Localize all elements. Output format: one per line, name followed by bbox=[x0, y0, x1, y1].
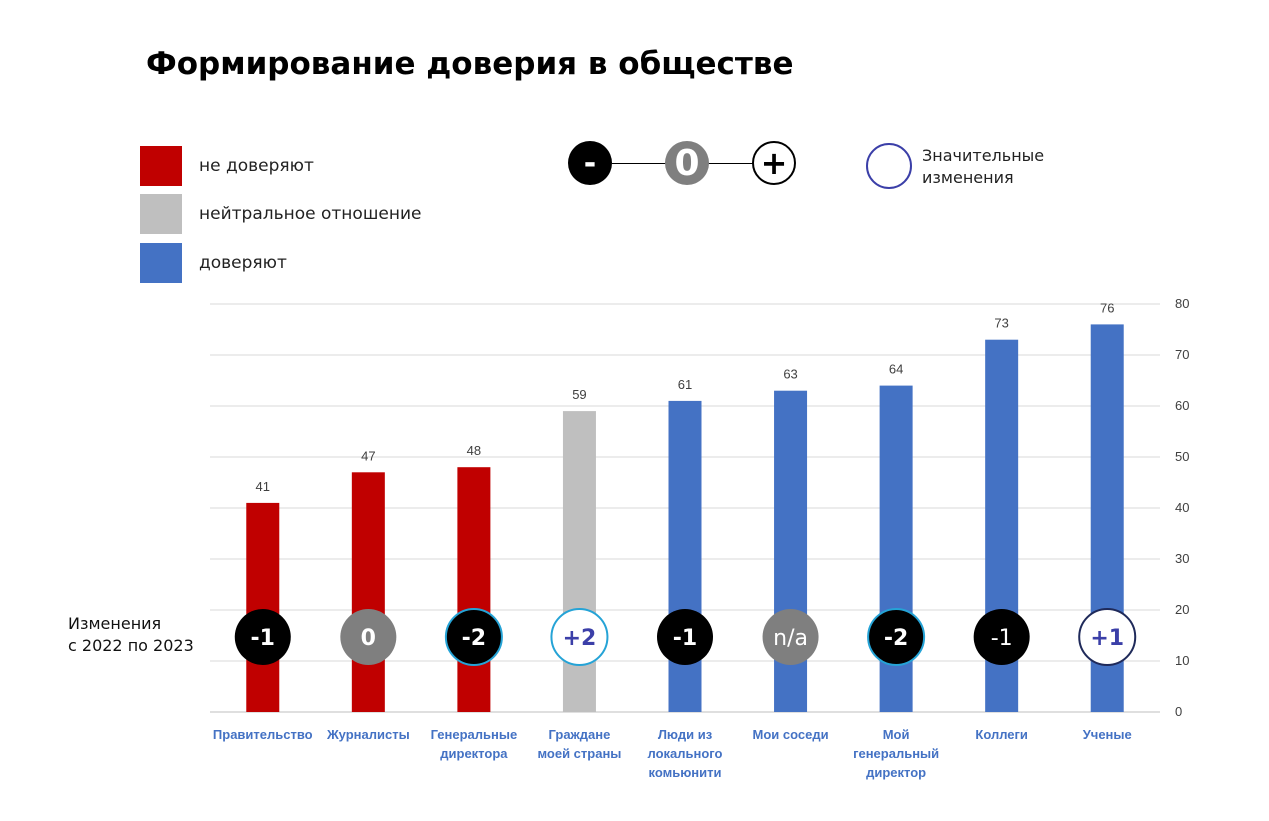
x-category-label: Журналисты bbox=[326, 727, 410, 742]
y-tick-label: 10 bbox=[1175, 653, 1189, 668]
change-value-label: -2 bbox=[462, 626, 486, 651]
change-value-label: +1 bbox=[1090, 626, 1124, 651]
x-category-label: Правительство bbox=[213, 727, 313, 742]
change-circle bbox=[340, 609, 397, 665]
y-tick-label: 30 bbox=[1175, 551, 1189, 566]
legend-label-distrust: не доверяют bbox=[199, 156, 314, 176]
data-label: 59 bbox=[572, 387, 586, 402]
scale-line-left bbox=[612, 163, 668, 164]
change-value-label: -2 bbox=[884, 626, 908, 651]
x-category-label: Люди из локального комьюнити bbox=[648, 727, 723, 780]
legend-item-distrust: не доверяют bbox=[140, 146, 440, 186]
y-tick-label: 40 bbox=[1175, 500, 1189, 515]
changes-label: Изменения с 2022 по 2023 bbox=[68, 613, 208, 657]
change-value-label: -1 bbox=[673, 626, 697, 651]
data-label: 76 bbox=[1100, 300, 1114, 315]
y-tick-label: 0 bbox=[1175, 704, 1182, 719]
change-value-label: n/a bbox=[773, 626, 808, 651]
data-label: 63 bbox=[783, 367, 797, 382]
scale-minus-circle: - bbox=[568, 141, 612, 185]
change-value-label: -1 bbox=[251, 626, 275, 651]
y-tick-label: 60 bbox=[1175, 398, 1189, 413]
legend-label-trust: доверяют bbox=[199, 253, 287, 273]
legend-swatch-distrust bbox=[140, 146, 182, 186]
change-circle bbox=[234, 609, 291, 665]
scale-line-right bbox=[708, 163, 754, 164]
change-circle bbox=[867, 608, 926, 666]
legend-item-neutral: нейтральное отношение bbox=[140, 194, 440, 234]
change-value-label: +2 bbox=[563, 626, 597, 651]
change-value-label: -1 bbox=[991, 626, 1013, 651]
legend-swatch-neutral bbox=[140, 194, 182, 234]
significant-change-label: Значительные изменения bbox=[922, 146, 1045, 187]
y-tick-label: 50 bbox=[1175, 449, 1189, 464]
change-circle bbox=[657, 609, 713, 665]
y-tick-label: 70 bbox=[1175, 347, 1189, 362]
x-category-label: Граждане моей страны bbox=[537, 727, 621, 761]
bar bbox=[457, 467, 491, 712]
change-circle bbox=[762, 609, 819, 665]
changes-label-line1: Изменения bbox=[68, 614, 162, 633]
data-label: 47 bbox=[361, 448, 375, 463]
x-category-label: Генеральные директора bbox=[431, 727, 518, 761]
scale-zero-circle: 0 bbox=[665, 141, 709, 185]
chart-title: Формирование доверия в обществе bbox=[146, 46, 794, 82]
data-label: 61 bbox=[678, 377, 692, 392]
bar bbox=[668, 400, 702, 712]
changes-label-line2: с 2022 по 2023 bbox=[68, 636, 194, 655]
x-category-label: Мой генеральный директор bbox=[853, 727, 939, 780]
data-label: 73 bbox=[994, 316, 1008, 331]
data-label: 64 bbox=[889, 362, 903, 377]
change-circle bbox=[444, 608, 503, 666]
x-category-label: Коллеги bbox=[975, 727, 1028, 742]
bar bbox=[351, 472, 385, 712]
x-category-label: Ученые bbox=[1083, 727, 1132, 742]
bar bbox=[246, 502, 280, 712]
y-tick-label: 80 bbox=[1175, 296, 1189, 311]
data-label: 41 bbox=[256, 479, 270, 494]
significant-change-circle bbox=[866, 143, 912, 189]
x-category-label: Мои соседи bbox=[753, 727, 829, 742]
legend-item-trust: доверяют bbox=[140, 243, 440, 283]
change-circle bbox=[1078, 608, 1137, 666]
legend-swatch-trust bbox=[140, 243, 182, 283]
change-value-label: 0 bbox=[361, 626, 376, 651]
data-label: 48 bbox=[467, 443, 481, 458]
bar bbox=[562, 411, 596, 712]
y-tick-label: 20 bbox=[1175, 602, 1189, 617]
scale-plus-circle: + bbox=[752, 141, 796, 185]
change-circle bbox=[973, 609, 1030, 665]
legend-label-neutral: нейтральное отношение bbox=[199, 204, 422, 224]
change-circle bbox=[550, 608, 609, 666]
